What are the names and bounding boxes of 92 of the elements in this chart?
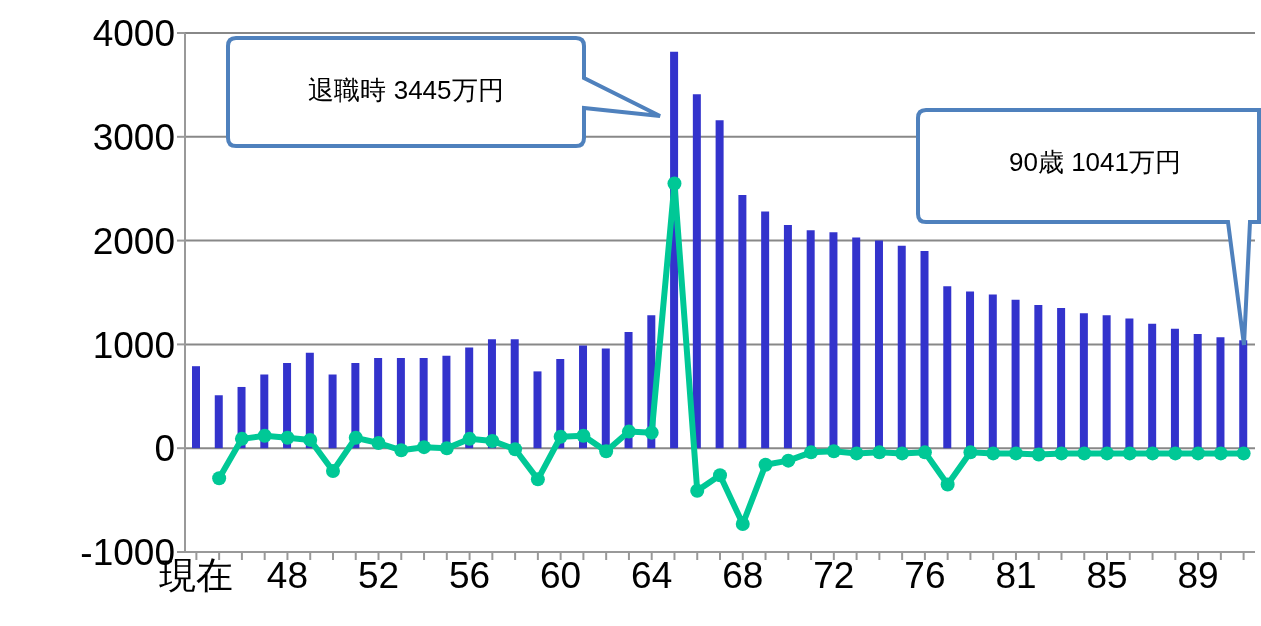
bar [738, 194, 747, 449]
bar [966, 291, 975, 449]
x-tick-label: 76 [904, 555, 946, 597]
x-tick-label: 64 [631, 555, 673, 597]
point [280, 430, 295, 445]
point [439, 441, 454, 456]
bar [1079, 313, 1088, 449]
bar [852, 237, 861, 449]
point [371, 436, 386, 451]
bar [692, 94, 701, 449]
y-tick-label: 4000 [92, 13, 175, 55]
point [462, 431, 477, 446]
bar [783, 225, 792, 449]
bar [761, 211, 770, 449]
point [1236, 446, 1251, 461]
x-tick-label: 81 [995, 555, 1037, 597]
bar [1057, 308, 1066, 449]
point [872, 445, 887, 460]
point [1031, 447, 1046, 462]
point [1168, 446, 1183, 461]
point [713, 468, 727, 483]
point [1122, 446, 1137, 461]
bar [1102, 315, 1111, 449]
x-tick-label: 68 [722, 555, 764, 597]
point [781, 453, 796, 468]
annotation: 退職時 3445万円 [308, 74, 504, 105]
point [508, 442, 523, 457]
bar [1193, 334, 1202, 449]
bar [1034, 304, 1043, 449]
point [576, 428, 591, 443]
bar [533, 371, 542, 449]
point [644, 425, 659, 440]
bar [829, 232, 838, 449]
point [257, 428, 272, 443]
point [1100, 446, 1115, 461]
point [667, 176, 682, 191]
point [1054, 446, 1069, 461]
point [530, 472, 545, 487]
y-tick-label: 3000 [92, 116, 175, 158]
point [599, 444, 614, 459]
point [1008, 446, 1023, 461]
point [1077, 446, 1092, 461]
bar [1011, 299, 1020, 449]
point [303, 432, 318, 447]
point [690, 483, 705, 498]
point [621, 424, 636, 439]
point [1213, 446, 1228, 461]
point [1145, 446, 1160, 461]
y-tick-label: 1000 [92, 324, 175, 366]
bar [874, 240, 883, 449]
point [963, 445, 978, 460]
point [758, 457, 773, 472]
x-tick-label: 48 [266, 555, 309, 597]
point [212, 471, 227, 486]
x-tick-label: 52 [357, 555, 400, 597]
point [234, 431, 249, 446]
annotation: 90歳 1041万円 [1009, 146, 1181, 177]
x-tick-label: 89 [1177, 555, 1219, 597]
bar [1239, 340, 1248, 449]
x-tick-label: 72 [813, 555, 855, 597]
point [348, 430, 363, 445]
point [325, 464, 340, 479]
bar [943, 286, 952, 449]
point [804, 445, 819, 460]
point [485, 433, 500, 448]
bar [214, 395, 223, 449]
point [417, 440, 432, 455]
point [917, 445, 932, 460]
bar [1148, 323, 1157, 449]
point [849, 446, 864, 461]
bar [920, 250, 929, 449]
bar [806, 230, 815, 449]
point [940, 477, 955, 492]
x-tick-label: 60 [540, 555, 582, 597]
bar [1216, 337, 1225, 449]
y-tick-label: 2000 [92, 220, 175, 262]
point [826, 444, 841, 459]
point [553, 429, 568, 444]
bar [897, 245, 906, 449]
bar [192, 366, 200, 449]
point [895, 446, 910, 461]
bar [715, 120, 724, 449]
bar [1170, 328, 1179, 449]
bar [328, 374, 337, 449]
bar [1125, 318, 1134, 449]
x-tick-label: 56 [449, 555, 491, 597]
y-tick-label: 0 [154, 428, 175, 470]
bar [988, 294, 997, 449]
x-tick-label: 85 [1086, 555, 1128, 597]
point [1191, 446, 1206, 461]
point [394, 443, 409, 458]
point [986, 446, 1001, 461]
